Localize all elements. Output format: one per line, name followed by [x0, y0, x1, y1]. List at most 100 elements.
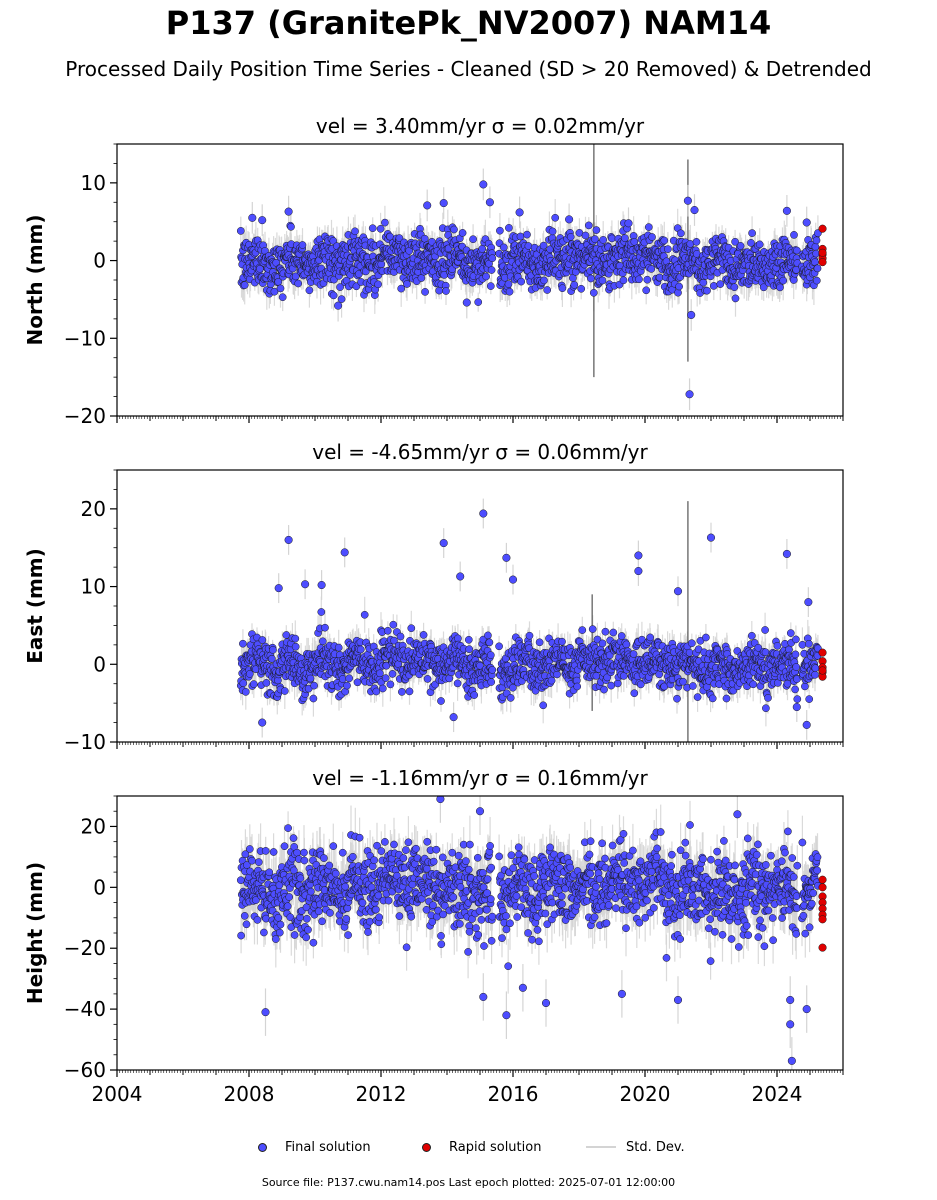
final-point [692, 238, 701, 246]
final-point-outlier [479, 180, 488, 189]
final-point [599, 236, 608, 244]
final-point [548, 227, 557, 236]
final-point [291, 272, 300, 281]
final-point [736, 242, 745, 250]
final-point [709, 282, 718, 290]
final-point [587, 274, 595, 283]
final-point [716, 280, 725, 288]
final-point [699, 278, 708, 287]
final-point [516, 232, 525, 241]
panel-title: vel = 3.40mm/yr σ = 0.02mm/yr [316, 114, 645, 138]
final-point [351, 227, 359, 236]
final-point [540, 276, 548, 285]
final-point-outlier [439, 199, 448, 208]
final-point [397, 284, 406, 293]
final-point [499, 243, 508, 252]
final-point [294, 279, 303, 288]
final-point-outlier [423, 201, 432, 210]
final-point [660, 236, 669, 245]
final-point [442, 287, 450, 295]
figure-title: P137 (GranitePk_NV2007) NAM14 [165, 4, 772, 42]
final-point [642, 286, 651, 295]
final-point [421, 288, 429, 296]
final-point [458, 229, 467, 237]
final-point [517, 277, 526, 286]
final-point [336, 283, 344, 291]
y-tick-label: 10 [81, 171, 106, 195]
final-point [730, 283, 739, 292]
final-point [487, 266, 496, 274]
final-point [558, 284, 567, 293]
final-point [374, 280, 382, 289]
final-point [474, 298, 483, 306]
final-point [504, 280, 513, 288]
final-point [608, 234, 616, 243]
final-point [505, 287, 514, 296]
final-point [619, 276, 628, 285]
final-point [523, 230, 531, 239]
final-point [589, 288, 598, 297]
final-point [748, 229, 756, 237]
final-point [790, 231, 798, 239]
final-point-outlier [515, 208, 524, 217]
rapid-point [818, 224, 827, 233]
final-point [731, 237, 739, 246]
rapid-point [818, 258, 827, 267]
final-point [779, 276, 788, 285]
final-point-outlier [690, 206, 699, 215]
final-solution-points [236, 180, 822, 399]
final-point [329, 291, 338, 300]
final-point [450, 225, 458, 234]
final-point-outlier [248, 213, 257, 222]
plot-area [236, 498, 827, 742]
final-point-outlier [687, 310, 696, 320]
final-point [236, 227, 245, 235]
final-point [337, 295, 346, 303]
final-point-outlier [485, 198, 494, 207]
final-point [386, 232, 394, 241]
final-point [305, 286, 314, 295]
final-point [813, 264, 822, 273]
final-point [298, 241, 307, 249]
final-point-outlier [683, 196, 692, 205]
panel-title: vel = -4.65mm/yr σ = 0.06mm/yr [312, 440, 648, 464]
final-point [621, 234, 629, 242]
final-point [630, 237, 639, 246]
final-point [581, 231, 590, 240]
final-point [776, 283, 784, 292]
final-point [469, 235, 477, 244]
final-point [811, 242, 820, 251]
final-point-outlier [334, 301, 343, 310]
rapid-point [818, 248, 827, 257]
final-point [276, 284, 285, 293]
std-dev-bars [240, 498, 819, 742]
final-point [731, 294, 740, 303]
plot-area [236, 144, 827, 411]
final-point [789, 276, 798, 284]
final-point [287, 222, 295, 231]
final-point [703, 286, 711, 295]
final-point [598, 276, 607, 285]
final-point [747, 239, 755, 247]
y-axis-label: East (mm) [23, 548, 47, 664]
final-point [403, 280, 411, 288]
final-point [584, 221, 593, 230]
final-point [664, 245, 672, 253]
final-point [543, 286, 552, 294]
final-point [482, 272, 490, 281]
rapid-solution-points [818, 224, 827, 267]
final-point [381, 218, 389, 227]
y-axis-label: North (mm) [23, 214, 47, 345]
final-point [486, 282, 495, 290]
final-point [478, 245, 487, 253]
final-point [570, 281, 579, 289]
final-point [793, 246, 801, 255]
final-point [551, 213, 560, 222]
final-point-outlier [802, 218, 811, 227]
final-point-outlier [462, 298, 471, 307]
final-point [420, 234, 429, 243]
final-point [278, 293, 287, 302]
